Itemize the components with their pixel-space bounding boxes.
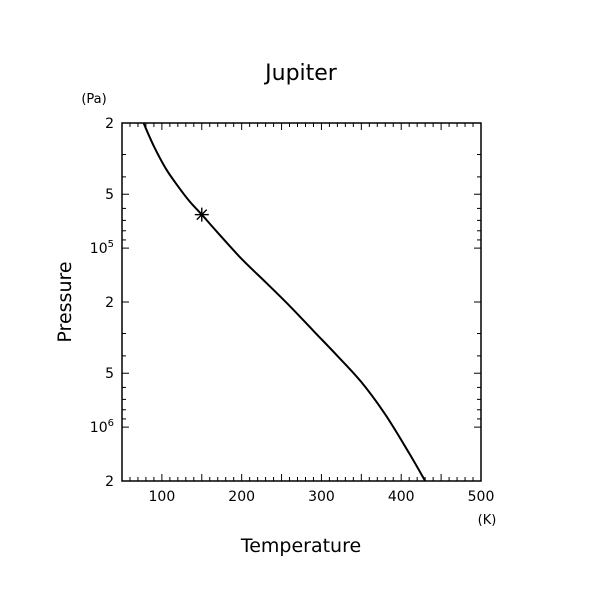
asterisk-marker [194,207,209,222]
series-line [142,122,427,482]
y-tick-label: 5 [105,366,114,382]
x-tick-labels: 100 200 300 400 500 [149,489,495,505]
y-tick-labels: 2 5 105 2 5 106 2 [90,116,114,490]
y-tick-label: 2 [105,474,114,490]
markers [194,207,209,222]
y-axis-unit: (Pa) [81,92,106,107]
y-tick-label: 105 [90,239,114,257]
y-tick-label: 2 [105,295,114,311]
y-tick-label: 5 [105,187,114,203]
x-tick-label: 200 [228,489,255,505]
plot-frame [121,122,482,482]
x-tick-label: 500 [468,489,495,505]
x-tick-label: 100 [149,489,176,505]
y-tick-label: 2 [105,116,114,132]
y-tick-label: 106 [90,418,114,436]
x-axis-label: Temperature [240,535,361,557]
x-axis-unit: (K) [478,513,497,528]
x-tick-label: 300 [308,489,335,505]
chart-title: Jupiter [263,61,338,86]
y-axis-label: Pressure [54,261,76,342]
series [142,122,427,482]
ticks [122,123,481,481]
x-tick-label: 400 [388,489,415,505]
marker-stroke [196,209,208,221]
